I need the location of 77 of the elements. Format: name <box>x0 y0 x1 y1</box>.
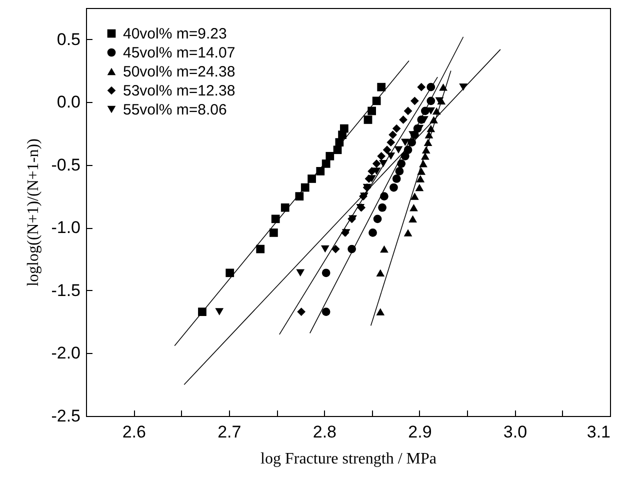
point <box>410 192 419 200</box>
legend-label: 40vol% m=9.23 <box>123 26 227 42</box>
point <box>215 308 224 316</box>
point <box>340 124 348 133</box>
point <box>372 168 381 175</box>
x-tick-label: 2.7 <box>218 422 242 442</box>
legend-label: 45vol% m=14.07 <box>123 44 236 62</box>
point <box>419 160 428 168</box>
point <box>320 245 330 253</box>
point <box>395 167 404 176</box>
y-tick-label: -2.5 <box>51 406 80 426</box>
point <box>382 146 392 154</box>
point <box>400 138 410 146</box>
point <box>376 308 385 316</box>
point <box>394 146 403 154</box>
point <box>417 82 426 92</box>
point <box>322 308 330 316</box>
point <box>226 268 234 278</box>
y-tick-label: -1.0 <box>51 218 80 238</box>
x-tick-label: 2.9 <box>408 422 432 442</box>
point <box>378 203 386 212</box>
y-tick-label: 0.5 <box>56 30 80 49</box>
point <box>364 116 372 124</box>
point <box>426 107 436 115</box>
point <box>399 116 408 124</box>
point <box>256 244 265 254</box>
y-tick-label: 0.0 <box>56 92 80 112</box>
legend-label: 55vol% m=8.06 <box>123 102 227 118</box>
x-tick-label: 2.8 <box>312 422 336 442</box>
point <box>380 245 388 253</box>
x-tick-label: 3.0 <box>503 422 528 442</box>
point <box>296 269 305 277</box>
point <box>322 268 330 278</box>
point <box>415 184 424 192</box>
y-axis-title: loglog((N+1)/(N+1-n)) <box>25 138 42 286</box>
point <box>368 175 376 182</box>
point <box>308 174 316 183</box>
point <box>376 269 385 277</box>
point <box>377 82 386 92</box>
x-axis-title: log Fracture strength / MPa <box>260 450 436 468</box>
point <box>373 214 382 224</box>
point <box>388 130 397 139</box>
point <box>368 106 376 116</box>
point <box>410 96 419 106</box>
point <box>392 174 401 183</box>
point <box>380 192 388 200</box>
legend-label: 50vol% m=24.38 <box>123 64 236 80</box>
y-tick-label: -1.5 <box>51 280 80 300</box>
point <box>271 214 280 224</box>
point <box>397 159 406 168</box>
point <box>386 138 396 147</box>
point <box>198 308 206 316</box>
point <box>280 203 290 212</box>
x-tick-label: 2.6 <box>122 422 146 442</box>
point <box>408 215 417 223</box>
point <box>377 152 386 160</box>
point <box>316 167 325 176</box>
point <box>404 106 412 116</box>
point <box>368 167 376 176</box>
point <box>372 96 381 106</box>
point <box>404 229 412 236</box>
point <box>295 192 304 200</box>
point <box>372 159 381 168</box>
point <box>326 152 334 160</box>
point <box>392 124 401 133</box>
y-tick-label: -2.0 <box>51 344 80 363</box>
point <box>417 168 426 175</box>
point <box>368 228 377 237</box>
point <box>297 308 306 316</box>
point <box>410 204 418 212</box>
point <box>416 175 425 182</box>
legend-label: 53vol% m=12.38 <box>123 82 236 100</box>
point <box>331 244 340 254</box>
point <box>270 228 278 237</box>
x-tick-label: 3.1 <box>586 422 610 442</box>
point <box>390 183 398 192</box>
y-tick-label: -0.5 <box>51 155 80 174</box>
